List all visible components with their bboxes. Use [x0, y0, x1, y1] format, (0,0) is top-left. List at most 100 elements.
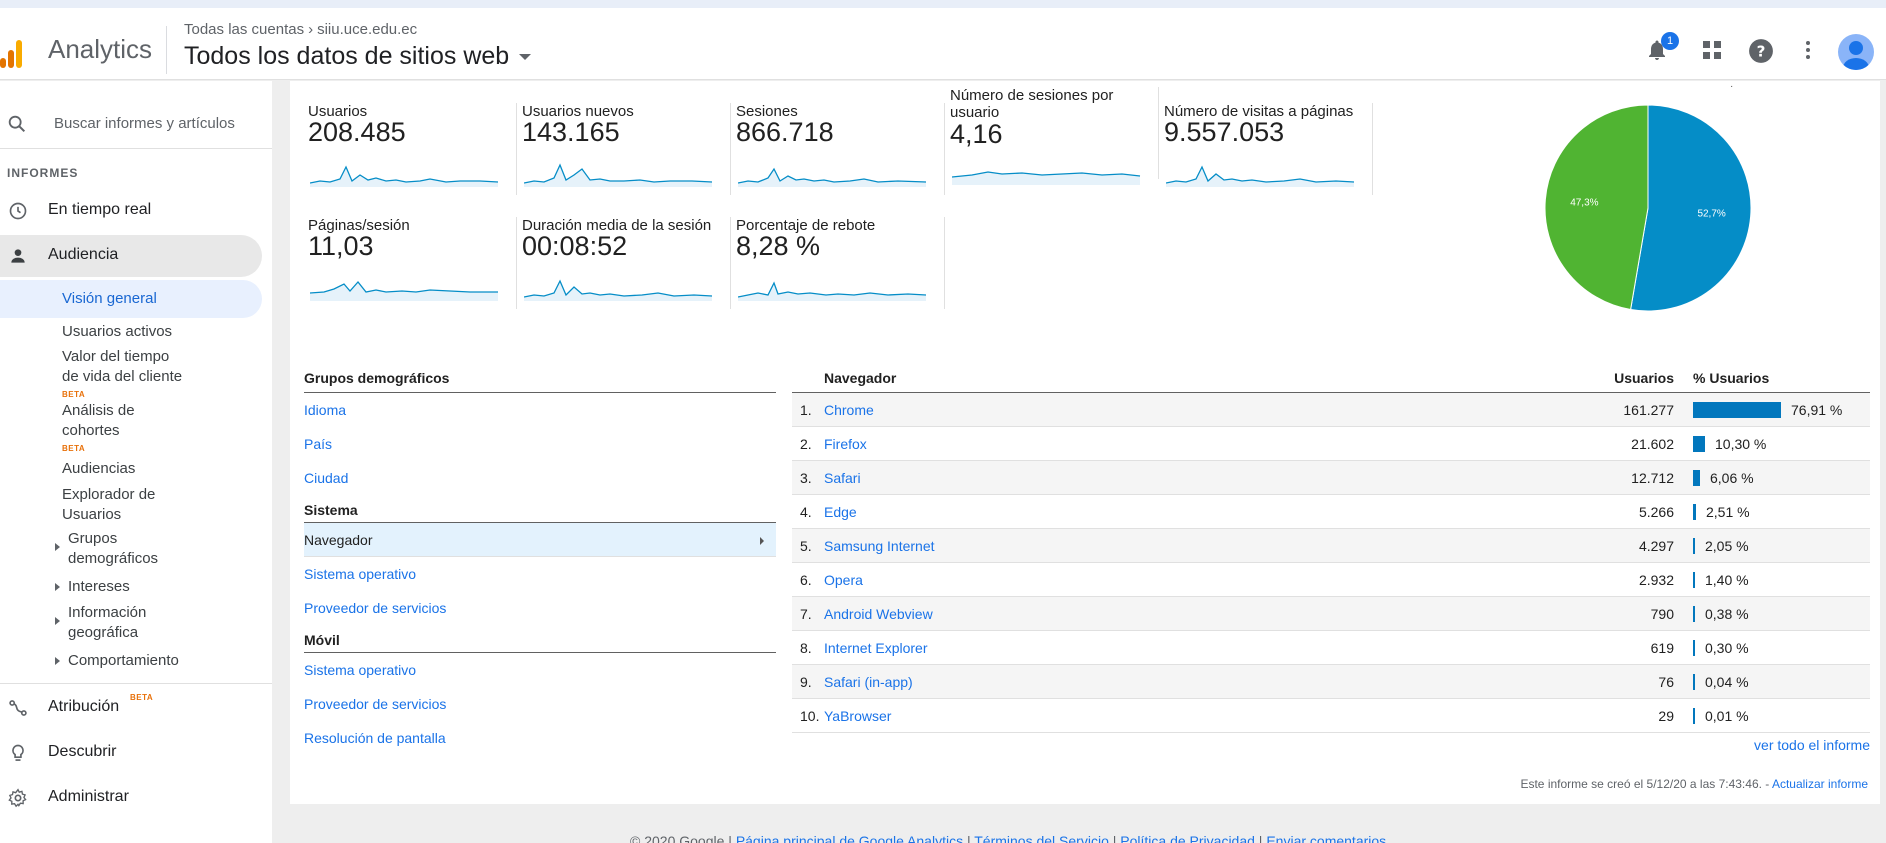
- browser-link[interactable]: Android Webview: [824, 606, 933, 622]
- sidebar-search[interactable]: Buscar informes y artículos: [0, 101, 272, 149]
- browser-link[interactable]: Opera: [824, 572, 863, 588]
- row-rank: 5.: [800, 538, 812, 554]
- sparkline-area: [524, 281, 712, 301]
- sidebar-divider: [0, 683, 272, 684]
- row-pct: 2,05 %: [1705, 538, 1749, 554]
- demo-link-os[interactable]: Sistema operativo: [304, 566, 417, 582]
- header-divider: [166, 26, 167, 74]
- logo-bar-small: [0, 58, 6, 68]
- metric-divider: [1372, 103, 1373, 195]
- row-users: 21.602: [1631, 436, 1674, 452]
- footer-privacy-link[interactable]: Política de Privacidad: [1120, 833, 1255, 843]
- lightbulb-icon: [12, 744, 24, 761]
- sparkline-line: [524, 279, 713, 298]
- nav-interests[interactable]: Intereses: [0, 575, 262, 599]
- browser-link[interactable]: Edge: [824, 504, 857, 520]
- metric-card[interactable]: Páginas/sesión 11,03: [308, 217, 518, 321]
- metric-card[interactable]: Porcentaje de rebote 8,28 %: [736, 217, 946, 321]
- metric-card[interactable]: Sesiones 866.718: [736, 103, 946, 207]
- pie-slice[interactable]: [1544, 104, 1649, 311]
- nav-user-explorer-label-1: Explorador de: [62, 486, 156, 503]
- metric-card[interactable]: Número de sesiones por usuario 4,16: [950, 87, 1160, 191]
- property-selector[interactable]: Todos los datos de sitios web: [184, 42, 532, 71]
- browser-link[interactable]: Safari: [824, 470, 861, 486]
- notifications-button[interactable]: 1: [1645, 32, 1679, 66]
- nav-geo[interactable]: Información geográfica: [0, 603, 262, 645]
- gear-icon: [8, 788, 27, 808]
- nav-discover[interactable]: Descubrir: [0, 732, 262, 774]
- nav-user-explorer[interactable]: Explorador de Usuarios: [0, 485, 262, 527]
- main-panel: · Usuarios 208.485 Usuarios nuevos 143.165 S…: [290, 81, 1880, 804]
- metric-label: Número de visitas a páginas: [1164, 103, 1354, 120]
- reports-section-label: INFORMES: [7, 166, 79, 180]
- metric-card[interactable]: Usuarios nuevos 143.165: [522, 103, 732, 207]
- nav-audiences[interactable]: Audiencias: [0, 457, 262, 481]
- nav-active-users-label: Usuarios activos: [62, 323, 173, 340]
- logo-bar-medium: [8, 50, 14, 68]
- browser-rows: 1. Chrome 161.277 76,91 % 2. Firefox 21.602 10,…: [792, 393, 1870, 733]
- demo-link-isp[interactable]: Proveedor de servicios: [304, 600, 447, 616]
- share-bar: [1693, 572, 1695, 588]
- footer-feedback-link[interactable]: Enviar comentarios: [1266, 833, 1387, 843]
- nav-realtime[interactable]: En tiempo real: [0, 190, 262, 232]
- row-pct: 10,30 %: [1715, 436, 1767, 452]
- refresh-report-link[interactable]: Actualizar informe: [1771, 777, 1868, 791]
- report-timestamp-text: Este informe se creó el 5/12/20 a las 7:…: [1520, 777, 1772, 791]
- browser-link[interactable]: Samsung Internet: [824, 538, 935, 554]
- account-breadcrumb[interactable]: Todas las cuentas › siiu.uce.edu.ec: [184, 21, 417, 38]
- nav-lifetime-value[interactable]: Valor del tiempo de vida del cliente BET…: [0, 347, 262, 399]
- sparkline-area: [738, 169, 926, 187]
- demo-link-browser[interactable]: Navegador: [304, 523, 776, 557]
- footer-terms-link[interactable]: Términos del Servicio: [974, 833, 1109, 843]
- share-bar: [1693, 436, 1705, 452]
- demo-link-mobile-os[interactable]: Sistema operativo: [304, 662, 417, 678]
- row-rank: 4.: [800, 504, 812, 520]
- metric-card[interactable]: Duración media de la sesión 00:08:52: [522, 217, 732, 321]
- attribution-icon: [9, 700, 27, 716]
- nav-cohort-analysis[interactable]: Análisis de cohortes BETA: [0, 401, 262, 453]
- nav-interests-label: Intereses: [68, 578, 130, 595]
- nav-cohort-label-1: Análisis de: [62, 402, 135, 419]
- nav-audience-overview[interactable]: Visión general: [0, 280, 262, 318]
- nav-demographics[interactable]: Grupos demográficos: [0, 529, 262, 571]
- nav-attribution[interactable]: Atribución BETA: [0, 687, 262, 729]
- nav-discover-label: Descubrir: [48, 743, 117, 760]
- more-options-button[interactable]: [1796, 38, 1824, 66]
- row-rank: 8.: [800, 640, 812, 656]
- metric-card[interactable]: Número de visitas a páginas 9.557.053: [1164, 103, 1374, 207]
- nav-behavior[interactable]: Comportamiento: [0, 649, 262, 673]
- pie-slice[interactable]: [1630, 104, 1752, 312]
- help-button[interactable]: ?: [1748, 38, 1776, 66]
- apps-button[interactable]: [1700, 38, 1728, 66]
- demo-link-mobile-isp[interactable]: Proveedor de servicios: [304, 696, 447, 712]
- nav-audience-label: Audiencia: [48, 246, 119, 263]
- sparkline-line: [310, 280, 498, 294]
- demo-link-screen-resolution[interactable]: Resolución de pantalla: [304, 730, 446, 746]
- browser-link[interactable]: Chrome: [824, 402, 874, 418]
- nav-admin[interactable]: Administrar: [0, 777, 262, 819]
- table-row: 6. Opera 2.932 1,40 %: [792, 563, 1870, 597]
- metric-card[interactable]: Usuarios 208.485: [308, 103, 518, 207]
- footer-home-link[interactable]: Página principal de Google Analytics: [735, 833, 964, 843]
- row-rank: 6.: [800, 572, 812, 588]
- demo-link-city[interactable]: Ciudad: [304, 470, 349, 486]
- see-full-report-link[interactable]: ver todo el informe: [1754, 737, 1870, 753]
- browser-link[interactable]: Safari (in-app): [824, 674, 913, 690]
- mobile-header: Móvil: [304, 629, 776, 653]
- browser-link[interactable]: YaBrowser: [824, 708, 892, 724]
- metric-value: 11,03: [308, 231, 374, 261]
- browser-link[interactable]: Firefox: [824, 436, 867, 452]
- demo-link-language[interactable]: Idioma: [304, 402, 347, 418]
- row-pct: 6,06 %: [1710, 470, 1754, 486]
- row-pct: 0,30 %: [1705, 640, 1749, 656]
- page-footer: © 2020 Google | Página principal de Goog…: [630, 833, 1386, 843]
- beta-badge: BETA: [130, 693, 154, 702]
- browser-link[interactable]: Internet Explorer: [824, 640, 928, 656]
- browser-table: Navegador Usuarios % Usuarios 1. Chrome 16…: [792, 367, 1870, 753]
- analytics-logo[interactable]: [0, 38, 30, 68]
- share-bar: [1693, 470, 1700, 486]
- nav-audience[interactable]: Audiencia: [0, 235, 262, 277]
- demo-link-country[interactable]: País: [304, 436, 333, 452]
- account-avatar[interactable]: [1838, 34, 1874, 70]
- nav-active-users[interactable]: Usuarios activos: [0, 320, 262, 344]
